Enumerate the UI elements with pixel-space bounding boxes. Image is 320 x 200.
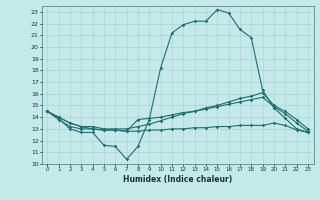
X-axis label: Humidex (Indice chaleur): Humidex (Indice chaleur) <box>123 175 232 184</box>
